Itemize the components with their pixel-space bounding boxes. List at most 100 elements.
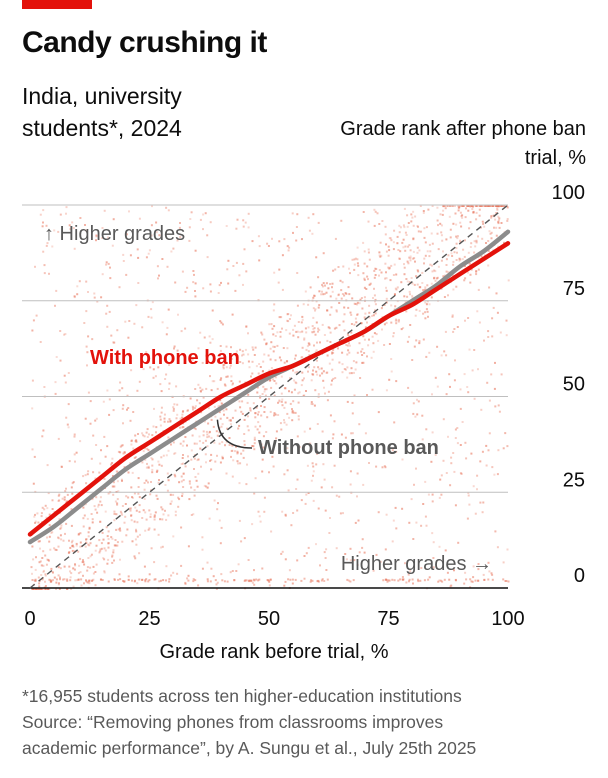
- scatter-point: [311, 579, 314, 582]
- scatter-point: [405, 234, 408, 236]
- scatter-point: [409, 293, 411, 296]
- scatter-point: [242, 449, 245, 452]
- scatter-point: [193, 427, 196, 430]
- scatter-point: [238, 274, 241, 277]
- scatter-point: [172, 441, 175, 444]
- scatter-point: [344, 436, 347, 439]
- scatter-point: [442, 250, 444, 253]
- scatter-point: [114, 544, 117, 547]
- scatter-point: [55, 289, 58, 292]
- scatter-point: [425, 524, 428, 527]
- scatter-point: [212, 575, 215, 578]
- scatter-point: [311, 331, 314, 334]
- scatter-point: [497, 404, 500, 407]
- scatter-point: [222, 367, 225, 370]
- series-without-ban-line: [27, 229, 511, 545]
- scatter-point: [284, 580, 287, 583]
- scatter-point: [346, 578, 349, 581]
- scatter-point: [152, 425, 155, 428]
- scatter-point: [153, 528, 156, 531]
- scatter-point: [467, 391, 470, 394]
- scatter-point: [162, 579, 165, 582]
- scatter-point: [424, 301, 427, 304]
- scatter-point: [143, 488, 146, 491]
- scatter-point: [257, 299, 260, 302]
- scatter-point: [48, 588, 51, 590]
- scatter-point: [395, 288, 398, 291]
- scatter-point: [146, 436, 149, 438]
- scatter-point: [65, 206, 68, 209]
- scatter-point: [34, 578, 37, 581]
- scatter-point: [371, 315, 373, 317]
- scatter-point: [88, 527, 91, 530]
- scatter-point: [52, 571, 54, 574]
- scatter-point: [35, 588, 37, 590]
- scatter-point: [296, 435, 299, 438]
- scatter-point: [321, 283, 323, 286]
- scatter-point: [317, 580, 320, 583]
- scatter-point: [431, 393, 433, 396]
- scatter-point: [495, 212, 498, 214]
- scatter-point: [398, 224, 401, 227]
- scatter-point: [408, 244, 411, 247]
- scatter-point: [95, 417, 98, 420]
- scatter-point: [275, 430, 278, 433]
- scatter-point: [442, 275, 445, 278]
- scatter-point: [145, 256, 148, 259]
- scatter-point: [421, 282, 424, 284]
- scatter-point: [408, 521, 411, 524]
- scatter-point: [144, 580, 147, 583]
- scatter-point: [62, 539, 65, 542]
- scatter-point: [63, 565, 66, 568]
- scatter-point: [275, 382, 278, 385]
- scatter-point: [423, 289, 426, 292]
- scatter-point: [243, 440, 246, 443]
- scatter-point: [73, 435, 76, 438]
- scatter-point: [490, 215, 493, 218]
- scatter-point: [68, 460, 71, 463]
- scatter-point: [130, 514, 133, 517]
- scatter-point: [194, 476, 197, 478]
- scatter-point: [210, 389, 213, 392]
- scatter-point: [57, 494, 60, 497]
- scatter-point: [136, 248, 139, 251]
- scatter-point: [436, 232, 439, 235]
- scatter-point: [260, 405, 262, 407]
- scatter-point: [81, 561, 84, 564]
- scatter-point: [430, 460, 433, 463]
- scatter-point: [341, 281, 344, 284]
- scatter-point: [91, 521, 94, 524]
- scatter-point: [322, 379, 325, 382]
- scatter-point: [160, 579, 162, 582]
- scatter-point: [440, 354, 443, 357]
- scatter-point: [148, 573, 151, 576]
- scatter-point: [160, 406, 163, 409]
- scatter-point: [158, 234, 161, 237]
- scatter-point: [129, 509, 132, 512]
- scatter-point: [180, 463, 183, 465]
- scatter-point: [481, 511, 484, 514]
- scatter-point: [208, 430, 211, 433]
- scatter-point: [374, 267, 377, 270]
- scatter-point: [48, 535, 51, 538]
- scatter-point: [133, 555, 136, 558]
- scatter-point: [316, 423, 319, 425]
- scatter-point: [459, 239, 462, 242]
- scatter-point: [395, 273, 398, 276]
- scatter-point: [205, 485, 208, 488]
- scatter-point: [413, 483, 415, 486]
- scatter-point: [235, 350, 238, 353]
- scatter-point: [311, 331, 314, 333]
- scatter-point: [234, 289, 237, 292]
- scatter-point: [92, 578, 95, 581]
- scatter-point: [444, 274, 446, 277]
- scatter-point: [418, 340, 421, 343]
- scatter-point: [467, 205, 470, 207]
- scatter-point: [71, 545, 74, 547]
- scatter-point: [438, 579, 441, 582]
- scatter-point: [467, 251, 470, 254]
- scatter-point: [480, 226, 482, 229]
- scatter-point: [483, 578, 486, 581]
- scatter-point: [385, 243, 387, 246]
- scatter-point: [356, 303, 359, 306]
